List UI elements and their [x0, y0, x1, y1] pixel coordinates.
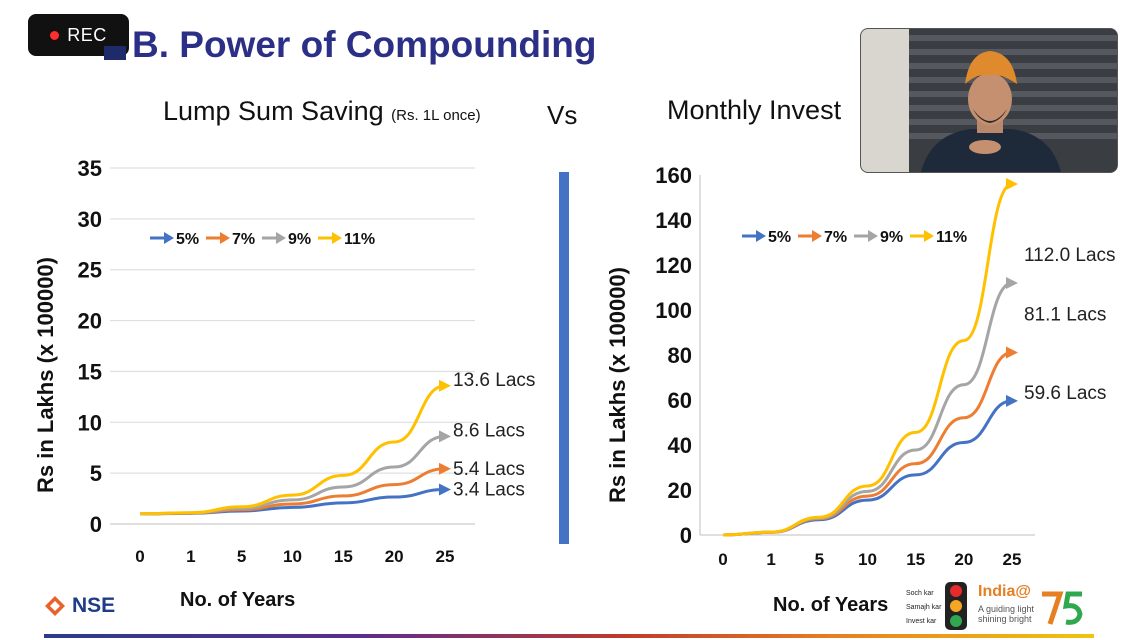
x-tick-label: 5 — [815, 550, 824, 569]
x-tick-label: 0 — [135, 547, 144, 566]
presenter-webcam[interactable] — [860, 28, 1118, 173]
x-tick-label: 20 — [954, 550, 973, 569]
recording-badge[interactable]: REC — [28, 14, 129, 56]
end-value-label: 5.4 Lacs — [453, 459, 525, 480]
series-line-5pct — [139, 483, 451, 516]
presenter-video-icon — [861, 29, 1117, 172]
x-tick-label: 1 — [186, 547, 195, 566]
end-value-label: 59.6 Lacs — [1024, 383, 1106, 404]
legend-arrowhead-icon — [164, 232, 174, 244]
traffic-light-icon — [945, 582, 967, 630]
y-axis-title-right: Rs in Lakhs (x 100000) — [605, 267, 630, 504]
legend-label: 5% — [176, 231, 199, 248]
legend-label: 7% — [824, 229, 847, 246]
y-tick-label: 10 — [78, 410, 102, 435]
y-tick-label: 0 — [90, 512, 102, 537]
y-tick-label: 25 — [78, 258, 102, 283]
x-tick-label: 5 — [237, 547, 246, 566]
x-tick-label: 1 — [766, 550, 775, 569]
subtitle-lump-sum-note: (Rs. 1L once) — [391, 107, 481, 124]
recording-label: REC — [67, 24, 107, 45]
x-axis-title-left: No. of Years — [180, 589, 296, 611]
india-at-tagline: A guiding light shining bright — [978, 604, 1035, 624]
x-tick-label: 20 — [385, 547, 404, 566]
y-tick-label: 20 — [78, 309, 102, 334]
legend-label: 5% — [768, 229, 791, 246]
x-tick-label: 10 — [283, 547, 302, 566]
nse-logo-text: NSE — [72, 594, 116, 617]
y-tick-label: 160 — [655, 163, 692, 188]
subtitle-vs: Vs — [547, 100, 578, 130]
x-axis-title-right: No. of Years — [773, 594, 889, 616]
seventy-five-logo-icon — [1042, 591, 1083, 625]
subtitle-monthly: Monthly Invest — [667, 95, 842, 125]
title-bullet — [104, 46, 126, 60]
center-divider — [559, 172, 569, 544]
legend-label: 11% — [344, 231, 375, 248]
x-tick-label: 25 — [436, 547, 455, 566]
y-tick-label: 60 — [668, 388, 692, 413]
x-tick-label: 15 — [906, 550, 925, 569]
india-at-75-logo: Soch kar Samajh kar Invest kar India@ A … — [900, 580, 1090, 632]
record-dot-icon — [50, 30, 60, 40]
legend-arrowhead-icon — [220, 232, 230, 244]
soch-line-3: Invest kar — [906, 618, 937, 625]
legend-label: 9% — [880, 229, 903, 246]
y-axis-title-left: Rs in Lakhs (x 100000) — [33, 257, 58, 494]
legend-arrowhead-icon — [332, 232, 342, 244]
legend-arrowhead-icon — [756, 230, 766, 242]
x-tick-label: 0 — [718, 550, 727, 569]
y-tick-label: 35 — [78, 156, 102, 181]
y-tick-label: 5 — [90, 461, 102, 486]
india-at-title: India@ — [978, 583, 1031, 600]
end-value-label: 8.6 Lacs — [453, 420, 525, 441]
legend-arrowhead-icon — [868, 230, 878, 242]
x-tick-label: 15 — [334, 547, 353, 566]
series-line-7pct — [722, 346, 1018, 537]
series-line-5pct — [722, 394, 1018, 537]
y-tick-label: 140 — [655, 208, 692, 233]
end-value-label: 3.4 Lacs — [453, 480, 525, 501]
series-line-11pct — [722, 178, 1018, 537]
legend-arrowhead-icon — [924, 230, 934, 242]
y-tick-label: 0 — [680, 523, 692, 548]
soch-line-2: Samajh kar — [906, 604, 942, 611]
legend-arrowhead-icon — [276, 232, 286, 244]
series-line-11pct — [139, 379, 451, 516]
end-value-label: 81.1 Lacs — [1024, 305, 1106, 326]
y-tick-label: 40 — [668, 433, 692, 458]
subtitle-lump-sum-text: Lump Sum Saving — [163, 96, 384, 126]
y-tick-label: 120 — [655, 253, 692, 278]
subtitle-lump-sum: Lump Sum Saving (Rs. 1L once) — [163, 96, 481, 127]
series-line-9pct — [139, 430, 451, 516]
footer-color-bar — [44, 634, 1094, 638]
legend-label: 7% — [232, 231, 255, 248]
legend-label: 11% — [936, 229, 967, 246]
nse-logo: NSE — [44, 594, 115, 618]
y-tick-label: 15 — [78, 359, 102, 384]
end-value-label: 13.6 Lacs — [453, 370, 535, 391]
y-tick-label: 30 — [78, 207, 102, 232]
legend-arrowhead-icon — [812, 230, 822, 242]
x-tick-label: 25 — [1003, 550, 1022, 569]
y-tick-label: 20 — [668, 478, 692, 503]
end-value-label: 112.0 Lacs — [1024, 245, 1116, 266]
y-tick-label: 80 — [668, 343, 692, 368]
legend-label: 9% — [288, 231, 311, 248]
nse-logo-icon — [45, 596, 65, 616]
slide-title: B. Power of Compounding — [132, 24, 597, 65]
soch-line-1: Soch kar — [906, 590, 934, 597]
x-tick-label: 10 — [858, 550, 877, 569]
y-tick-label: 100 — [655, 298, 692, 323]
